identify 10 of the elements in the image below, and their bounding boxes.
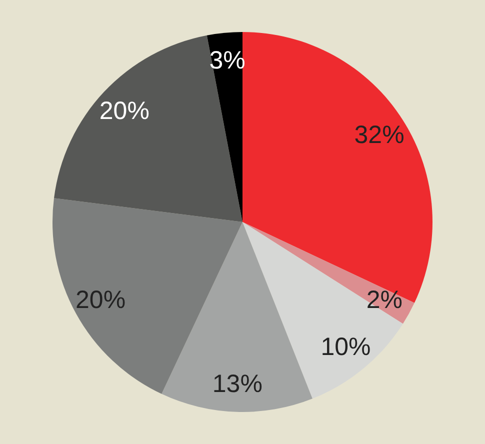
- data-label: 32%: [354, 121, 404, 150]
- data-label: 20%: [76, 286, 126, 314]
- pie-slice: [54, 35, 242, 222]
- data-label: 10%: [320, 332, 371, 361]
- data-label: 20%: [99, 97, 150, 126]
- data-label: 13%: [212, 370, 262, 398]
- pie-slice: [242, 222, 414, 324]
- data-label: 2%: [366, 286, 403, 314]
- pie-slice: [162, 222, 312, 412]
- pie-slice: [206, 32, 242, 222]
